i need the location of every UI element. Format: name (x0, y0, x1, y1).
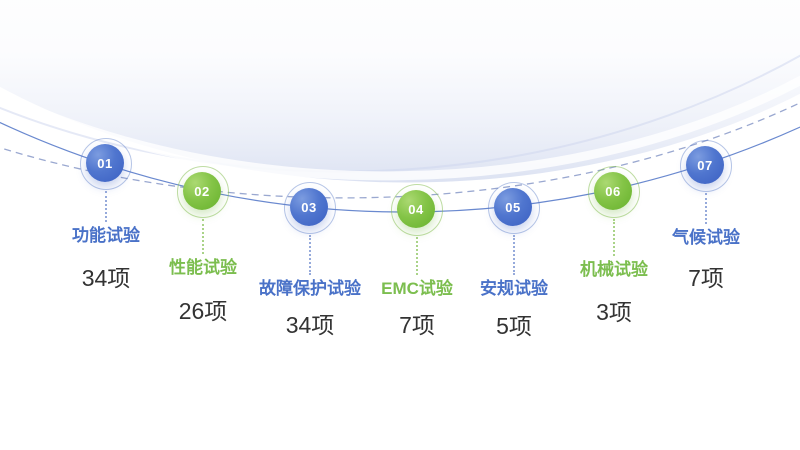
node-circle-07: 07 (686, 146, 724, 184)
timeline-item-06: 06 机械试验 3项 (544, 0, 684, 360)
dotted-connector (513, 235, 515, 275)
node-ring (680, 140, 732, 192)
node-number: 07 (697, 157, 713, 173)
node-number: 03 (301, 199, 317, 215)
item-label: 故障保护试验 (259, 279, 361, 298)
item-label: EMC试验 (381, 279, 453, 298)
node-number: 02 (194, 183, 210, 199)
dotted-connector (705, 193, 707, 224)
node-circle-02: 02 (183, 172, 221, 210)
node-ring (488, 182, 540, 234)
dotted-connector (309, 235, 311, 275)
item-label: 性能试验 (169, 258, 237, 277)
node-circle-04: 04 (397, 190, 435, 228)
node-circle-05: 05 (494, 188, 532, 226)
timeline-item-07: 07 气候试验 7项 (636, 0, 776, 360)
node-ring (80, 138, 132, 190)
swoosh-highlight-stripe (0, 75, 800, 181)
timeline-item-05: 05 安规试验 5项 (444, 0, 584, 360)
item-label: 功能试验 (72, 226, 140, 245)
dotted-connector (105, 191, 107, 222)
item-label: 气候试验 (672, 228, 740, 247)
item-label: 机械试验 (580, 260, 648, 279)
node-number: 04 (408, 201, 424, 217)
dotted-connector (416, 237, 418, 275)
item-count: 34项 (81, 265, 131, 291)
node-circle-06: 06 (594, 172, 632, 210)
timeline-item-03: 03 故障保护试验 34项 (240, 0, 380, 360)
timeline-item-02: 02 性能试验 26项 (133, 0, 273, 360)
node-ring (391, 184, 443, 236)
node-ring (177, 166, 229, 218)
swoosh-inner-edge (0, 54, 800, 173)
node-number: 06 (605, 183, 621, 199)
timeline-item-04: 04 EMC试验 7项 (347, 0, 487, 360)
item-count: 7项 (399, 312, 435, 338)
node-ring (284, 182, 336, 234)
timeline-item-01: 01 功能试验 34项 (36, 0, 176, 360)
node-circle-03: 03 (290, 188, 328, 226)
dotted-connector (202, 219, 204, 254)
item-count: 3项 (596, 299, 632, 325)
item-label: 安规试验 (480, 279, 548, 298)
node-number: 01 (97, 155, 113, 171)
node-number: 05 (505, 199, 521, 215)
node-ring (588, 166, 640, 218)
node-circle-01: 01 (86, 144, 124, 182)
item-count: 34项 (285, 312, 335, 338)
dotted-connector (613, 219, 615, 256)
item-count: 7项 (688, 265, 724, 291)
item-count: 26项 (178, 298, 228, 324)
item-count: 5项 (496, 313, 532, 339)
